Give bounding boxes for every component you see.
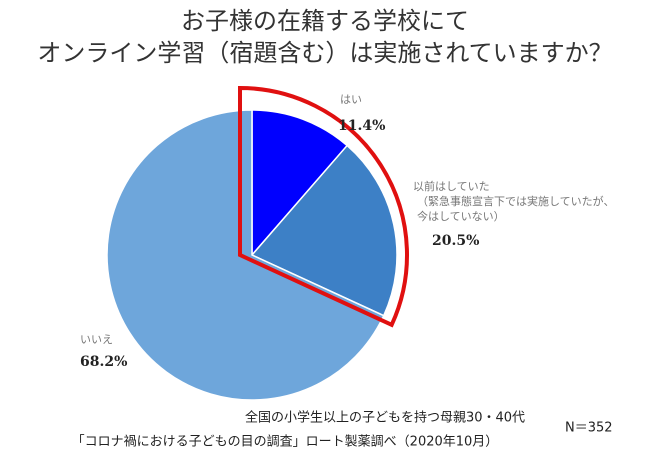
chart-title: オンライン学習（宿題含む）は実施されていますか？ — [37, 39, 612, 67]
category-label: いいえ — [80, 333, 113, 346]
pie-slice — [106, 109, 385, 401]
note: 「コロナ禍における子どもの目の調査」ロート製薬調べ（2020年10月） — [72, 434, 499, 450]
value-label: 11.4% — [338, 118, 385, 134]
highlight-outline — [238, 85, 409, 328]
chart-title: お子様の在籍する学校にて — [181, 7, 469, 35]
pie-slice — [251, 109, 349, 258]
value-label: 20.5% — [432, 233, 479, 249]
note: N＝352 — [565, 421, 613, 436]
category-label: はい — [340, 93, 362, 106]
category-label: 今はしていない） — [417, 209, 505, 223]
pie-slice — [250, 144, 398, 317]
value-label: 68.2% — [80, 354, 127, 370]
category-label: 以前はしていた — [413, 179, 490, 193]
category-label: （緊急事態宣言下では実施していたが、 — [417, 194, 614, 208]
note: 全国の小学生以上の子どもを持つ母親30・40代 — [245, 410, 525, 426]
